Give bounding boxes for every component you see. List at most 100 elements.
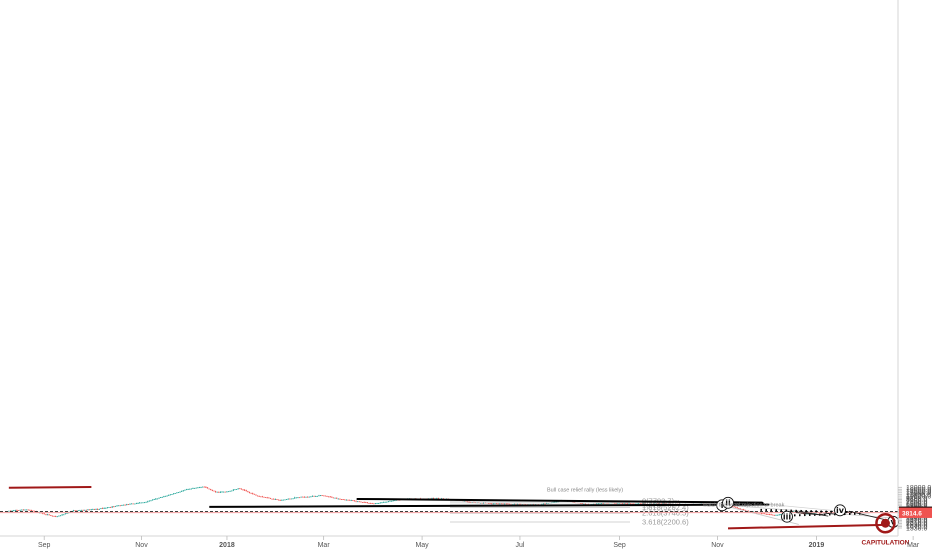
candle-body (285, 499, 288, 500)
candle-body (329, 496, 331, 498)
candle-body (547, 502, 549, 504)
candle-body (182, 490, 184, 492)
candle-body (205, 486, 207, 488)
candle-body (169, 494, 171, 496)
candle-body (226, 491, 228, 493)
candle-body (336, 497, 338, 499)
candle-body (544, 503, 546, 505)
candle-body (599, 503, 601, 505)
candle-body (72, 510, 75, 512)
candle-body (179, 491, 181, 493)
candle-body (518, 503, 520, 505)
candle-body (166, 495, 168, 497)
candle-body (210, 489, 212, 491)
candle-body (767, 514, 769, 515)
y-tick-label: 1830.0 (906, 523, 928, 530)
y-tick-label: 7100.0 (906, 500, 928, 507)
candle-body (508, 503, 511, 505)
x-tick-label: 2019 (809, 542, 825, 549)
candle-body (365, 502, 367, 504)
wave-label-circle (834, 504, 846, 517)
candle-body (555, 501, 558, 503)
candle-body (21, 509, 23, 511)
candle-body (218, 491, 220, 493)
candle-body (234, 489, 236, 491)
trend-line (8, 485, 92, 489)
candle-body (32, 510, 34, 512)
fib-fan-line (719, 504, 898, 519)
y-tick-label: 13000.0 (906, 490, 931, 497)
candle-body (85, 509, 88, 511)
candle-body (298, 497, 301, 499)
candle-body (361, 501, 364, 503)
candle-body (431, 498, 433, 499)
candle-body (641, 503, 643, 505)
candle-body (260, 496, 262, 498)
candle-body (638, 503, 640, 505)
candle-body (597, 503, 599, 505)
candle-body (219, 491, 222, 493)
x-tick-label: Mar (907, 542, 920, 549)
candle-body (195, 487, 197, 489)
x-tick-label: May (415, 542, 429, 549)
candle-body (764, 513, 766, 515)
x-tick-label: 2018 (219, 542, 235, 549)
candle-body (738, 508, 740, 509)
candle-body (371, 503, 373, 504)
candle-body (177, 492, 180, 494)
x-axis[interactable]: SepNov2018MarMayJulSepNov2019MarMayJulSe… (38, 536, 932, 549)
wave-label-iv: iv (836, 506, 845, 515)
candle-body (387, 501, 390, 502)
candle-body (106, 507, 109, 509)
candle-body (662, 503, 664, 505)
candle-body (61, 514, 63, 516)
candle-body (109, 507, 112, 508)
candle-body (147, 501, 149, 503)
candle-body (358, 501, 360, 503)
candle-body (623, 503, 625, 505)
candle-body (294, 497, 296, 499)
candle-body (127, 504, 130, 505)
candle-body (42, 513, 44, 515)
y-axis[interactable]: 18000.016000.014500.013000.011800.010600… (898, 485, 932, 533)
candle-body (51, 515, 54, 517)
candle-body (158, 497, 160, 499)
fib-level-label: 3.618(2200.6) (642, 518, 689, 527)
candle-body (308, 496, 310, 498)
candle-body (113, 506, 115, 508)
candle-body (626, 503, 629, 505)
candle-body (160, 497, 162, 499)
candle-body (90, 509, 92, 511)
candle-body (384, 501, 386, 503)
candle-body (126, 504, 128, 506)
candle-body (198, 487, 201, 489)
candle-body (276, 499, 278, 501)
candle-body (379, 502, 381, 504)
candle-body (466, 501, 469, 503)
candle-body (340, 499, 343, 500)
candle-body (185, 489, 188, 491)
candle-body (499, 503, 501, 505)
candle-body (29, 509, 31, 511)
candle-body (315, 496, 317, 497)
y-tick-label: 16000.0 (906, 487, 931, 494)
candle-body (235, 489, 238, 490)
price-badge-secondary-bg (899, 507, 932, 518)
candle-body (221, 491, 223, 493)
candle-body (134, 503, 136, 505)
candle-body (479, 502, 482, 504)
candle-body (382, 501, 385, 503)
candle-body (318, 495, 320, 497)
candle-body (620, 502, 622, 504)
candle-body (631, 503, 633, 505)
candle-body (132, 503, 134, 505)
candle-body (213, 490, 215, 492)
candle-body (30, 510, 33, 511)
y-tick-label: 14500.0 (906, 488, 931, 495)
candle-body (615, 503, 617, 504)
candle-body (150, 500, 152, 502)
candle-body (360, 501, 362, 503)
y-tick-label: 2650.0 (906, 516, 928, 523)
candle-body (247, 491, 249, 493)
